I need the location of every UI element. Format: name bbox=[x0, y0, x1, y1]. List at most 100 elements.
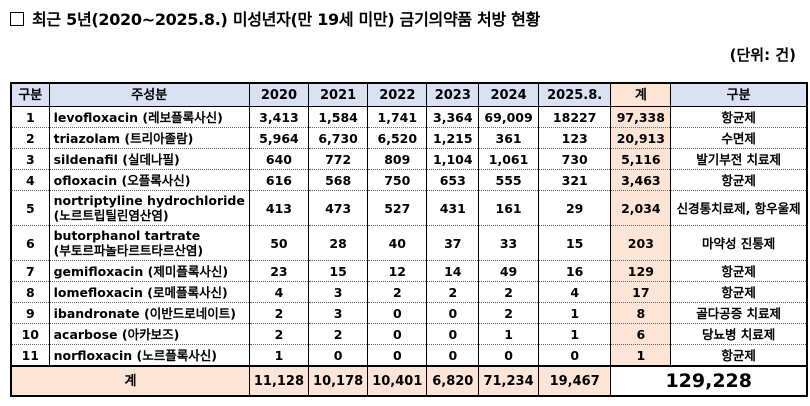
value-2021: 772 bbox=[308, 148, 369, 170]
value-2025: 730 bbox=[537, 148, 612, 170]
ingredient-name: nortriptyline hydrochloride (노르트립틸린염산염) bbox=[48, 190, 250, 226]
value-2024: 69,009 bbox=[478, 106, 539, 128]
value-2024: 1 bbox=[478, 323, 539, 345]
ingredient-line1: nortriptyline hydrochloride bbox=[53, 193, 245, 208]
value-2021: 473 bbox=[308, 190, 369, 226]
value-2020: 2 bbox=[248, 323, 310, 345]
drug-category: 신경통치료제, 항우울제 bbox=[670, 190, 808, 226]
ingredient-line2: (부토르파놀타르트타르산염) bbox=[53, 243, 204, 258]
value-2023: 37 bbox=[426, 225, 480, 261]
row-no: 2 bbox=[10, 127, 50, 149]
value-2024: 49 bbox=[478, 260, 539, 282]
value-2020: 3,413 bbox=[248, 106, 310, 128]
value-2023: 14 bbox=[426, 260, 480, 282]
value-sum: 1 bbox=[610, 344, 672, 367]
total-2021: 10,178 bbox=[308, 365, 369, 397]
value-2024: 1,061 bbox=[478, 148, 539, 170]
row-no: 7 bbox=[10, 260, 50, 282]
value-2020: 1 bbox=[248, 344, 310, 367]
value-2022: 0 bbox=[367, 323, 428, 345]
title-text: 최근 5년(2020~2025.8.) 미성년자(만 19세 미만) 금기의약품… bbox=[32, 10, 540, 29]
header-2024: 2024 bbox=[478, 82, 539, 107]
header-2021: 2021 bbox=[308, 82, 369, 107]
drug-category: 마약성 진통제 bbox=[670, 225, 808, 261]
value-2022: 527 bbox=[367, 190, 428, 226]
value-2021: 568 bbox=[308, 169, 369, 191]
value-2023: 0 bbox=[426, 302, 480, 324]
table-row: 11 norfloxacin (노르플록사신) 1 0 0 0 0 0 1 항균… bbox=[10, 344, 808, 367]
value-2022: 6,520 bbox=[367, 127, 428, 149]
drug-category: 골다공증 치료제 bbox=[670, 302, 808, 324]
value-2023: 1,215 bbox=[426, 127, 480, 149]
value-2023: 653 bbox=[426, 169, 480, 191]
value-2020: 640 bbox=[248, 148, 310, 170]
table-row: 7 gemifloxacin (제미플록사신) 23 15 12 14 49 1… bbox=[10, 260, 808, 282]
value-2023: 431 bbox=[426, 190, 480, 226]
drug-category: 당뇨병 치료제 bbox=[670, 323, 808, 345]
value-2023: 1,104 bbox=[426, 148, 480, 170]
value-2021: 2 bbox=[308, 323, 369, 345]
value-2023: 0 bbox=[426, 323, 480, 345]
value-sum: 5,116 bbox=[610, 148, 672, 170]
ingredient-line1: sildenafil (실데나필) bbox=[53, 151, 180, 167]
table-row: 2 triazolam (트리아졸람) 5,964 6,730 6,520 1,… bbox=[10, 127, 808, 149]
ingredient-line1: triazolam (트리아졸람) bbox=[53, 130, 194, 146]
value-2020: 50 bbox=[248, 225, 310, 261]
table-row: 4 ofloxacin (오플록사신) 616 568 750 653 555 … bbox=[10, 169, 808, 191]
value-2025: 16 bbox=[537, 260, 612, 282]
drug-category: 항균제 bbox=[670, 169, 808, 191]
table-row: 5 nortriptyline hydrochloride (노르트립틸린염산염)… bbox=[10, 190, 808, 226]
row-no: 1 bbox=[10, 106, 50, 128]
page-title: 최근 5년(2020~2025.8.) 미성년자(만 19세 미만) 금기의약품… bbox=[6, 6, 540, 30]
value-2021: 1,584 bbox=[308, 106, 369, 128]
drug-category: 항균제 bbox=[670, 260, 808, 282]
ingredient-name: lomefloxacin (로메플록사신) bbox=[48, 281, 250, 303]
total-2020: 11,128 bbox=[248, 365, 310, 397]
value-2025: 0 bbox=[537, 344, 612, 367]
header-sum: 계 bbox=[610, 82, 672, 107]
value-2024: 361 bbox=[478, 127, 539, 149]
value-sum: 17 bbox=[610, 281, 672, 303]
row-no: 11 bbox=[10, 344, 50, 367]
header-2022: 2022 bbox=[367, 82, 428, 107]
value-2021: 3 bbox=[308, 281, 369, 303]
value-2020: 5,964 bbox=[248, 127, 310, 149]
ingredient-line1: levofloxacin (레보플록사신) bbox=[53, 109, 223, 125]
value-2025: 1 bbox=[537, 323, 612, 345]
unit-label: (단위: 건) bbox=[729, 46, 796, 64]
value-2023: 3,364 bbox=[426, 106, 480, 128]
value-2024: 2 bbox=[478, 281, 539, 303]
value-2021: 3 bbox=[308, 302, 369, 324]
value-2021: 6,730 bbox=[308, 127, 369, 149]
drug-category: 발기부전 치료제 bbox=[670, 148, 808, 170]
value-sum: 203 bbox=[610, 225, 672, 261]
table-row: 3 sildenafil (실데나필) 640 772 809 1,104 1,… bbox=[10, 148, 808, 170]
value-sum: 129 bbox=[610, 260, 672, 282]
drug-category: 항균제 bbox=[670, 344, 808, 367]
ingredient-name: triazolam (트리아졸람) bbox=[48, 127, 250, 149]
value-2021: 15 bbox=[308, 260, 369, 282]
value-2020: 4 bbox=[248, 281, 310, 303]
ingredient-line1: gemifloxacin (제미플록사신) bbox=[53, 263, 229, 279]
drug-category: 항균제 bbox=[670, 106, 808, 128]
header-2025: 2025.8. bbox=[537, 82, 612, 107]
checkbox-square-icon bbox=[10, 12, 24, 26]
total-row: 계 11,128 10,178 10,401 6,820 71,234 19,4… bbox=[10, 365, 808, 397]
value-sum: 3,463 bbox=[610, 169, 672, 191]
ingredient-name: gemifloxacin (제미플록사신) bbox=[48, 260, 250, 282]
grand-total: 129,228 bbox=[610, 365, 808, 397]
drug-category: 항균제 bbox=[670, 281, 808, 303]
header-2023: 2023 bbox=[426, 82, 480, 107]
ingredient-line2: (노르트립틸린염산염) bbox=[53, 208, 169, 223]
value-2022: 2 bbox=[367, 281, 428, 303]
value-2024: 33 bbox=[478, 225, 539, 261]
value-2025: 18227 bbox=[537, 106, 612, 128]
header-ingredient: 주성분 bbox=[48, 82, 250, 107]
value-2025: 29 bbox=[537, 190, 612, 226]
ingredient-name: levofloxacin (레보플록사신) bbox=[48, 106, 250, 128]
value-2025: 15 bbox=[537, 225, 612, 261]
value-2020: 23 bbox=[248, 260, 310, 282]
row-no: 8 bbox=[10, 281, 50, 303]
ingredient-name: norfloxacin (노르플록사신) bbox=[48, 344, 250, 367]
row-no: 4 bbox=[10, 169, 50, 191]
